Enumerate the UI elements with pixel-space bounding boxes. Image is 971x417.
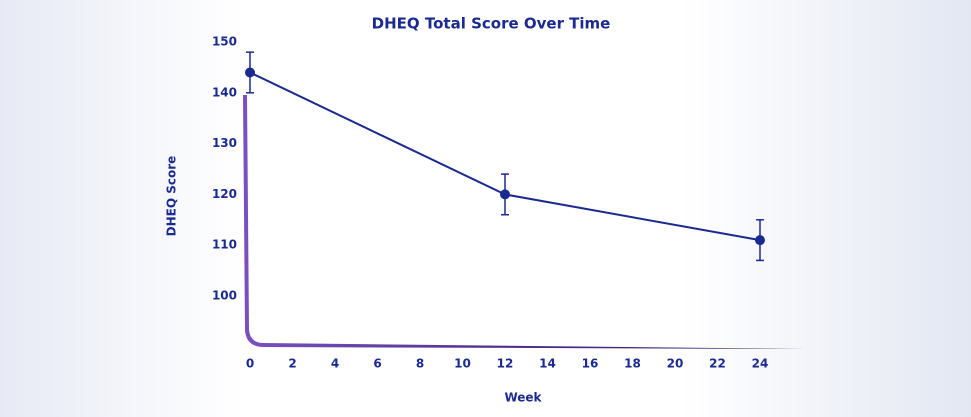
- y-tick-label: 150: [212, 35, 237, 49]
- point: [245, 67, 255, 78]
- x-tick-label: 22: [709, 357, 726, 371]
- x-axis-label: Week: [504, 391, 542, 405]
- point: [755, 235, 765, 246]
- point: [500, 189, 510, 200]
- x-tick-label: 16: [582, 357, 599, 371]
- x-tick-label: 10: [454, 357, 471, 371]
- x-tick-label: 24: [752, 357, 769, 371]
- x-tick-label: 20: [667, 357, 684, 371]
- x-tick-label: 6: [373, 357, 381, 371]
- x-tick-label: 0: [246, 357, 254, 371]
- y-tick-label: 140: [212, 85, 237, 99]
- chart-title: DHEQ Total Score Over Time: [372, 15, 611, 33]
- x-tick-label: 4: [331, 357, 339, 371]
- x-tick-label: 18: [624, 357, 641, 371]
- axis-line: [243, 95, 805, 349]
- y-tick-label: 110: [212, 238, 237, 252]
- x-tick-label: 8: [416, 357, 424, 371]
- y-tick-label: 120: [212, 187, 237, 201]
- x-tick-label: 12: [497, 357, 514, 371]
- x-tick-label: 14: [539, 357, 556, 371]
- y-axis-label: DHEQ Score: [165, 156, 179, 237]
- x-tick-label: 2: [288, 357, 296, 371]
- y-tick-label: 130: [212, 136, 237, 150]
- y-tick-label: 100: [212, 289, 237, 303]
